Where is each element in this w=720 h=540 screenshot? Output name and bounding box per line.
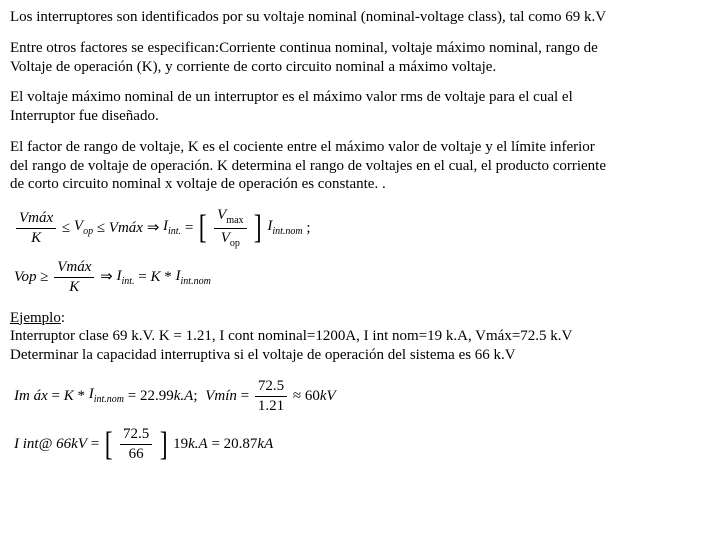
sym-le: ≤ bbox=[62, 219, 70, 238]
sym-vmin: Vmín bbox=[205, 387, 237, 406]
sym-semi: ; bbox=[306, 219, 310, 238]
sym-ka: k.A bbox=[174, 387, 194, 406]
sym-eq7: = bbox=[211, 435, 219, 454]
sym-vmax3: Vmáx bbox=[57, 259, 91, 275]
sym-intnom3: int.nom bbox=[94, 394, 124, 405]
sym-int3: int bbox=[23, 436, 39, 452]
sym-kv2: kV bbox=[71, 436, 87, 452]
sym-max: max bbox=[226, 215, 243, 226]
sym-v2: V bbox=[217, 207, 226, 223]
text: del rango de voltaje de operación. K det… bbox=[10, 158, 606, 174]
val-2299: 22.99 bbox=[140, 387, 174, 406]
formula-row-1: Vmáx K ≤ Vop ≤ Vmáx ⇒ Iint. = [ Vmax Vop… bbox=[14, 206, 710, 250]
colon: : bbox=[61, 310, 65, 326]
formula-block-2: Im áx = K * Iint.nom = 22.99k.A ; Vmín =… bbox=[14, 377, 710, 464]
sym-imax: Im áx bbox=[14, 387, 48, 406]
val-121: 1.21 bbox=[255, 397, 287, 416]
sym-approx: ≈ bbox=[293, 387, 301, 406]
sym-op: op bbox=[83, 226, 93, 237]
val-19: 19 bbox=[173, 435, 188, 454]
val-2087: 20.87 bbox=[224, 435, 258, 454]
sym-vop2: Vop bbox=[14, 268, 37, 287]
sym-eq6: = bbox=[91, 435, 99, 454]
sym-intnom: int.nom bbox=[272, 226, 302, 237]
sym-imp: ⇒ bbox=[147, 219, 160, 238]
sym-star2: * bbox=[77, 387, 85, 406]
text: Voltaje de operación (K), y corriente de… bbox=[10, 59, 496, 75]
sym-semi2: ; bbox=[193, 387, 197, 406]
text: El factor de rango de voltaje, K es el c… bbox=[10, 139, 595, 155]
sym-le2: ≤ bbox=[97, 219, 105, 238]
sym-eq4: = bbox=[128, 387, 136, 406]
sym-ge: ≥ bbox=[40, 268, 48, 287]
example-label: Ejemplo bbox=[10, 310, 61, 326]
sym-int2: int. bbox=[121, 276, 134, 287]
formula-row-2: Vop ≥ Vmáx K ⇒ Iint. = K * Iint.nom bbox=[14, 258, 710, 297]
sym-ka3: kA bbox=[257, 435, 273, 454]
sym-k: K bbox=[31, 230, 41, 246]
sym-k2: K bbox=[69, 279, 79, 295]
formula-row-4: I int@ 66kV = [ 72.5 66 ] 19k.A = 20.87k… bbox=[14, 425, 710, 464]
val-725b: 72.5 bbox=[120, 425, 152, 445]
val-66: 66 bbox=[56, 436, 71, 452]
sym-eq3: = bbox=[52, 387, 60, 406]
example-line-1: Interruptor clase 69 k.V. K = 1.21, I co… bbox=[10, 328, 572, 344]
sym-k4: K bbox=[64, 387, 74, 406]
sym-at: @ bbox=[39, 436, 53, 452]
text: de corto circuito nominal x voltaje de o… bbox=[10, 176, 386, 192]
formula-row-3: Im áx = K * Iint.nom = 22.99k.A ; Vmín =… bbox=[14, 377, 710, 416]
val-66b: 66 bbox=[120, 445, 152, 464]
sym-imp2: ⇒ bbox=[100, 268, 113, 287]
text: Interruptor fue diseñado. bbox=[10, 108, 159, 124]
sym-eq2: = bbox=[138, 268, 146, 287]
sym-eq: = bbox=[185, 219, 193, 238]
sym-eq5: = bbox=[241, 387, 249, 406]
val-60: 60 bbox=[305, 387, 320, 406]
paragraph-2: Entre otros factores se especifican:Corr… bbox=[10, 39, 710, 77]
sym-kv: kV bbox=[320, 387, 336, 406]
val-725: 72.5 bbox=[255, 377, 287, 397]
sym-v: V bbox=[74, 218, 83, 234]
text: Entre otros factores se especifican:Corr… bbox=[10, 40, 598, 56]
example-block: Ejemplo: Interruptor clase 69 k.V. K = 1… bbox=[10, 309, 710, 365]
sym-ka2: k.A bbox=[188, 435, 208, 454]
sym-op2: op bbox=[230, 238, 240, 249]
example-line-2: Determinar la capacidad interruptiva si … bbox=[10, 347, 516, 363]
paragraph-4: El factor de rango de voltaje, K es el c… bbox=[10, 138, 710, 194]
paragraph-1: Los interruptores son identificados por … bbox=[10, 8, 710, 27]
sym-k3: K bbox=[151, 268, 161, 287]
sym-v3: V bbox=[221, 230, 230, 246]
formula-block-1: Vmáx K ≤ Vop ≤ Vmáx ⇒ Iint. = [ Vmax Vop… bbox=[14, 206, 710, 297]
text: El voltaje máximo nominal de un interrup… bbox=[10, 89, 573, 105]
sym-intnom2: int.nom bbox=[181, 276, 211, 287]
sym-vmax2: Vmáx bbox=[109, 219, 143, 238]
sym-i6: I bbox=[14, 436, 19, 452]
sym-vmax: Vmáx bbox=[19, 210, 53, 226]
sym-star: * bbox=[164, 268, 172, 287]
paragraph-3: El voltaje máximo nominal de un interrup… bbox=[10, 88, 710, 126]
sym-int: int. bbox=[168, 226, 181, 237]
